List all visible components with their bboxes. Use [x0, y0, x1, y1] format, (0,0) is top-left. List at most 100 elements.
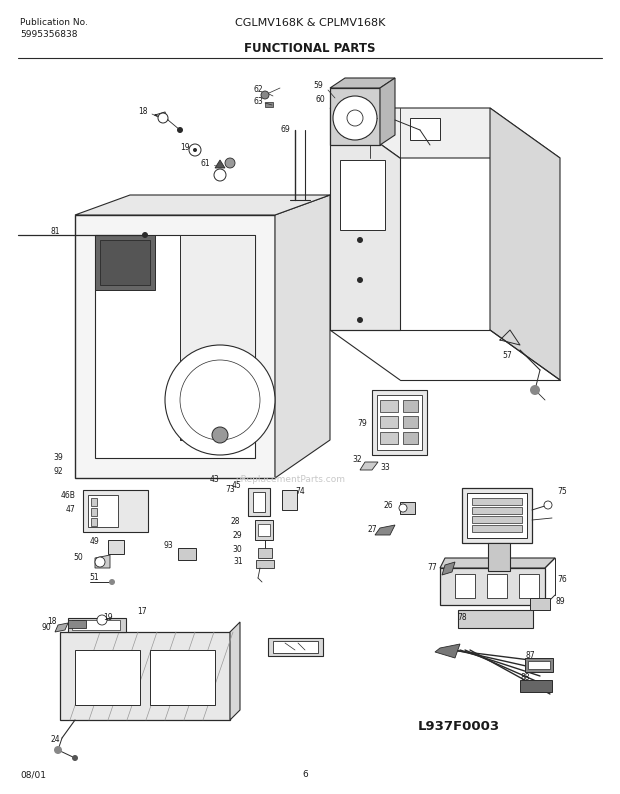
- Circle shape: [212, 427, 228, 443]
- Polygon shape: [340, 160, 385, 230]
- Circle shape: [357, 317, 363, 323]
- Polygon shape: [258, 524, 270, 536]
- Text: 26: 26: [383, 500, 393, 510]
- Polygon shape: [248, 488, 270, 516]
- Polygon shape: [525, 658, 553, 672]
- Polygon shape: [530, 598, 550, 610]
- Circle shape: [357, 277, 363, 283]
- Text: 79: 79: [357, 418, 367, 427]
- Polygon shape: [95, 235, 255, 458]
- Polygon shape: [330, 88, 380, 145]
- Text: 39: 39: [53, 453, 63, 462]
- Polygon shape: [380, 432, 398, 444]
- Text: 18: 18: [138, 107, 148, 117]
- Text: 08/01: 08/01: [20, 770, 46, 779]
- Polygon shape: [403, 432, 418, 444]
- Circle shape: [97, 615, 107, 625]
- Polygon shape: [72, 620, 120, 630]
- Text: 89: 89: [555, 598, 565, 607]
- Polygon shape: [490, 108, 560, 380]
- Polygon shape: [91, 508, 97, 516]
- Polygon shape: [178, 548, 196, 560]
- Polygon shape: [253, 492, 265, 512]
- Circle shape: [180, 360, 260, 440]
- Polygon shape: [83, 490, 148, 532]
- Polygon shape: [255, 520, 273, 540]
- Polygon shape: [95, 555, 110, 568]
- Text: eReplacementParts.com: eReplacementParts.com: [235, 476, 345, 484]
- Polygon shape: [230, 622, 240, 720]
- Text: 90: 90: [41, 623, 51, 633]
- Text: 27: 27: [367, 526, 377, 534]
- Circle shape: [193, 148, 197, 152]
- Circle shape: [177, 127, 183, 133]
- Text: 24: 24: [50, 735, 60, 745]
- Text: 43: 43: [210, 476, 220, 484]
- Text: 46B: 46B: [61, 491, 76, 499]
- Text: 59: 59: [313, 80, 323, 90]
- Text: L937F0003: L937F0003: [418, 720, 500, 733]
- Polygon shape: [91, 518, 97, 526]
- Text: 49: 49: [90, 538, 100, 546]
- Polygon shape: [330, 108, 560, 158]
- Text: 47: 47: [65, 506, 75, 515]
- Polygon shape: [380, 78, 395, 145]
- Polygon shape: [75, 215, 275, 478]
- Circle shape: [544, 501, 552, 509]
- Text: 33: 33: [380, 464, 390, 472]
- Circle shape: [109, 579, 115, 585]
- Circle shape: [347, 110, 363, 126]
- Circle shape: [214, 169, 226, 181]
- Polygon shape: [372, 390, 427, 455]
- Circle shape: [95, 557, 105, 567]
- Polygon shape: [150, 650, 215, 705]
- Polygon shape: [380, 400, 398, 412]
- Polygon shape: [95, 235, 155, 290]
- Polygon shape: [462, 488, 532, 543]
- Polygon shape: [403, 416, 418, 428]
- Polygon shape: [375, 525, 395, 535]
- Circle shape: [158, 113, 168, 123]
- Text: 88: 88: [520, 673, 529, 683]
- Polygon shape: [215, 160, 225, 168]
- Polygon shape: [528, 661, 550, 669]
- Circle shape: [333, 96, 377, 140]
- Polygon shape: [455, 574, 475, 598]
- Text: 62: 62: [253, 86, 263, 94]
- Polygon shape: [108, 540, 124, 554]
- Polygon shape: [282, 490, 297, 510]
- Polygon shape: [330, 78, 395, 88]
- Circle shape: [210, 390, 230, 410]
- Circle shape: [54, 746, 62, 754]
- Polygon shape: [265, 102, 273, 107]
- Polygon shape: [520, 680, 552, 692]
- Polygon shape: [472, 507, 522, 514]
- Polygon shape: [519, 574, 539, 598]
- Polygon shape: [268, 638, 323, 656]
- Polygon shape: [100, 240, 150, 285]
- Polygon shape: [75, 650, 140, 705]
- Polygon shape: [330, 108, 400, 330]
- Circle shape: [530, 385, 540, 395]
- Text: 77: 77: [427, 562, 437, 572]
- Polygon shape: [75, 195, 330, 215]
- Text: 6: 6: [302, 770, 308, 779]
- Polygon shape: [380, 416, 398, 428]
- Text: 19: 19: [103, 612, 113, 622]
- Polygon shape: [55, 623, 68, 632]
- Text: 75: 75: [557, 488, 567, 496]
- Text: 78: 78: [457, 614, 467, 622]
- Polygon shape: [472, 516, 522, 523]
- Text: 69: 69: [280, 125, 290, 134]
- Polygon shape: [400, 502, 415, 514]
- Circle shape: [357, 237, 363, 243]
- Polygon shape: [440, 568, 545, 605]
- Text: 18: 18: [47, 618, 57, 626]
- Polygon shape: [467, 493, 527, 538]
- Text: 30: 30: [232, 545, 242, 554]
- Polygon shape: [256, 560, 274, 568]
- Circle shape: [261, 91, 269, 99]
- Text: 50: 50: [73, 553, 83, 562]
- Circle shape: [72, 755, 78, 761]
- Polygon shape: [88, 495, 118, 527]
